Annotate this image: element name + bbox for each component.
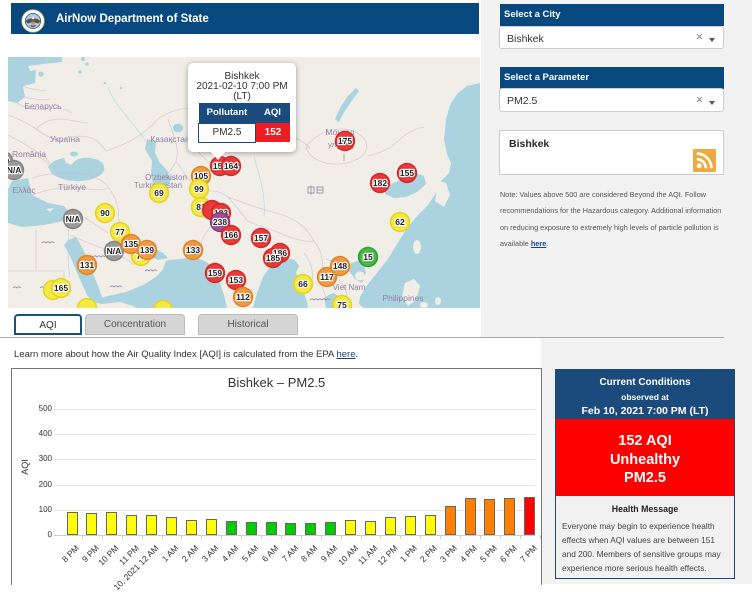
svg-text:N/A: N/A <box>8 165 21 175</box>
svg-text:153: 153 <box>229 275 243 285</box>
svg-text:166: 166 <box>224 230 238 240</box>
svg-text:O‘zbekiston: O‘zbekiston <box>145 173 187 182</box>
svg-text:135: 135 <box>124 239 138 249</box>
svg-text:117: 117 <box>320 272 334 282</box>
svg-text:90: 90 <box>100 208 110 218</box>
svg-text:81: 81 <box>196 202 206 212</box>
svg-text:131: 131 <box>80 260 94 270</box>
svg-text:238: 238 <box>213 217 227 227</box>
svg-text:164: 164 <box>224 161 238 171</box>
svg-text:77: 77 <box>115 227 125 237</box>
svg-text:155: 155 <box>400 168 414 178</box>
svg-text:Türkiye: Türkiye <box>58 182 86 192</box>
svg-text:Казақстан: Казақстан <box>150 134 190 144</box>
svg-text:Беларусь: Беларусь <box>24 101 62 111</box>
svg-text:165: 165 <box>54 283 68 293</box>
svg-text:N/A: N/A <box>107 246 122 256</box>
svg-text:157: 157 <box>254 233 268 243</box>
svg-text:Ελλάς: Ελλάς <box>12 185 35 195</box>
svg-text:N/A: N/A <box>66 214 81 224</box>
svg-text:148: 148 <box>333 261 347 271</box>
svg-text:Монгол: Монгол <box>325 127 354 137</box>
svg-text:69: 69 <box>154 188 164 198</box>
svg-text:133: 133 <box>186 245 200 255</box>
svg-text:139: 139 <box>140 245 154 255</box>
svg-text:улс: улс <box>328 140 340 149</box>
svg-text:186: 186 <box>273 248 287 258</box>
svg-text:159: 159 <box>208 268 222 278</box>
svg-text:175: 175 <box>338 136 352 146</box>
svg-text:Україна: Україна <box>50 134 80 144</box>
svg-text:66: 66 <box>298 279 308 289</box>
svg-text:112: 112 <box>236 292 250 302</box>
svg-text:România: România <box>12 149 46 159</box>
svg-text:Philippines: Philippines <box>382 293 423 303</box>
svg-text:75: 75 <box>337 300 347 308</box>
svg-text:62: 62 <box>395 217 405 227</box>
svg-text:Viet Nam: Viet Nam <box>333 283 366 292</box>
svg-text:182: 182 <box>373 178 387 188</box>
svg-text:185: 185 <box>266 253 280 263</box>
svg-text:15: 15 <box>363 252 373 262</box>
svg-text:99: 99 <box>194 184 204 194</box>
